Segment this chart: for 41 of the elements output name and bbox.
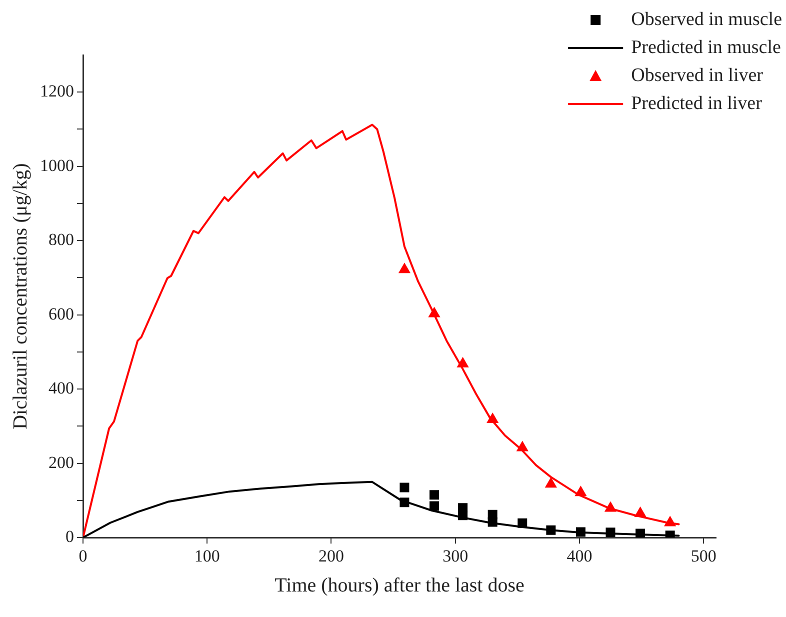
x-axis-title: Time (hours) after the last dose [274, 574, 525, 596]
point [488, 517, 498, 527]
legend-label: Predicted in liver [631, 92, 763, 114]
point [430, 490, 439, 500]
point [428, 307, 440, 318]
x-tick-label: 200 [318, 546, 344, 566]
point [604, 502, 616, 512]
point [458, 510, 468, 520]
y-tick-label: 800 [48, 230, 74, 250]
y-tick-label: 0 [66, 527, 74, 546]
x-tick-label: 100 [194, 546, 220, 566]
point [664, 516, 676, 526]
point [400, 498, 410, 508]
point [400, 482, 410, 492]
point [518, 518, 528, 528]
point [430, 501, 439, 511]
point [398, 263, 410, 274]
y-axis-title: Diclazuril concentrations (μg/kg) [9, 163, 32, 430]
y-tick-label: 1200 [40, 82, 74, 101]
point [665, 530, 675, 538]
legend-label: Observed in muscle [631, 8, 782, 30]
point [634, 506, 646, 517]
point [486, 413, 498, 424]
y-tick-label: 1000 [40, 156, 74, 175]
point [546, 525, 556, 535]
point [606, 528, 616, 538]
x-tick-label: 500 [690, 546, 716, 566]
point [457, 357, 468, 368]
x-tick-label: 400 [566, 546, 592, 566]
y-tick-label: 600 [48, 304, 74, 324]
point [575, 486, 586, 496]
y-tick-label: 200 [48, 452, 74, 472]
point [545, 478, 557, 488]
point [636, 528, 646, 538]
point [516, 441, 528, 452]
point [576, 527, 586, 537]
legend-label: Observed in liver [631, 64, 764, 86]
x-tick-label: 0 [78, 546, 88, 566]
y-tick-label: 400 [48, 378, 74, 398]
legend-label: Predicted in muscle [631, 36, 781, 58]
x-tick-label: 300 [442, 546, 468, 566]
